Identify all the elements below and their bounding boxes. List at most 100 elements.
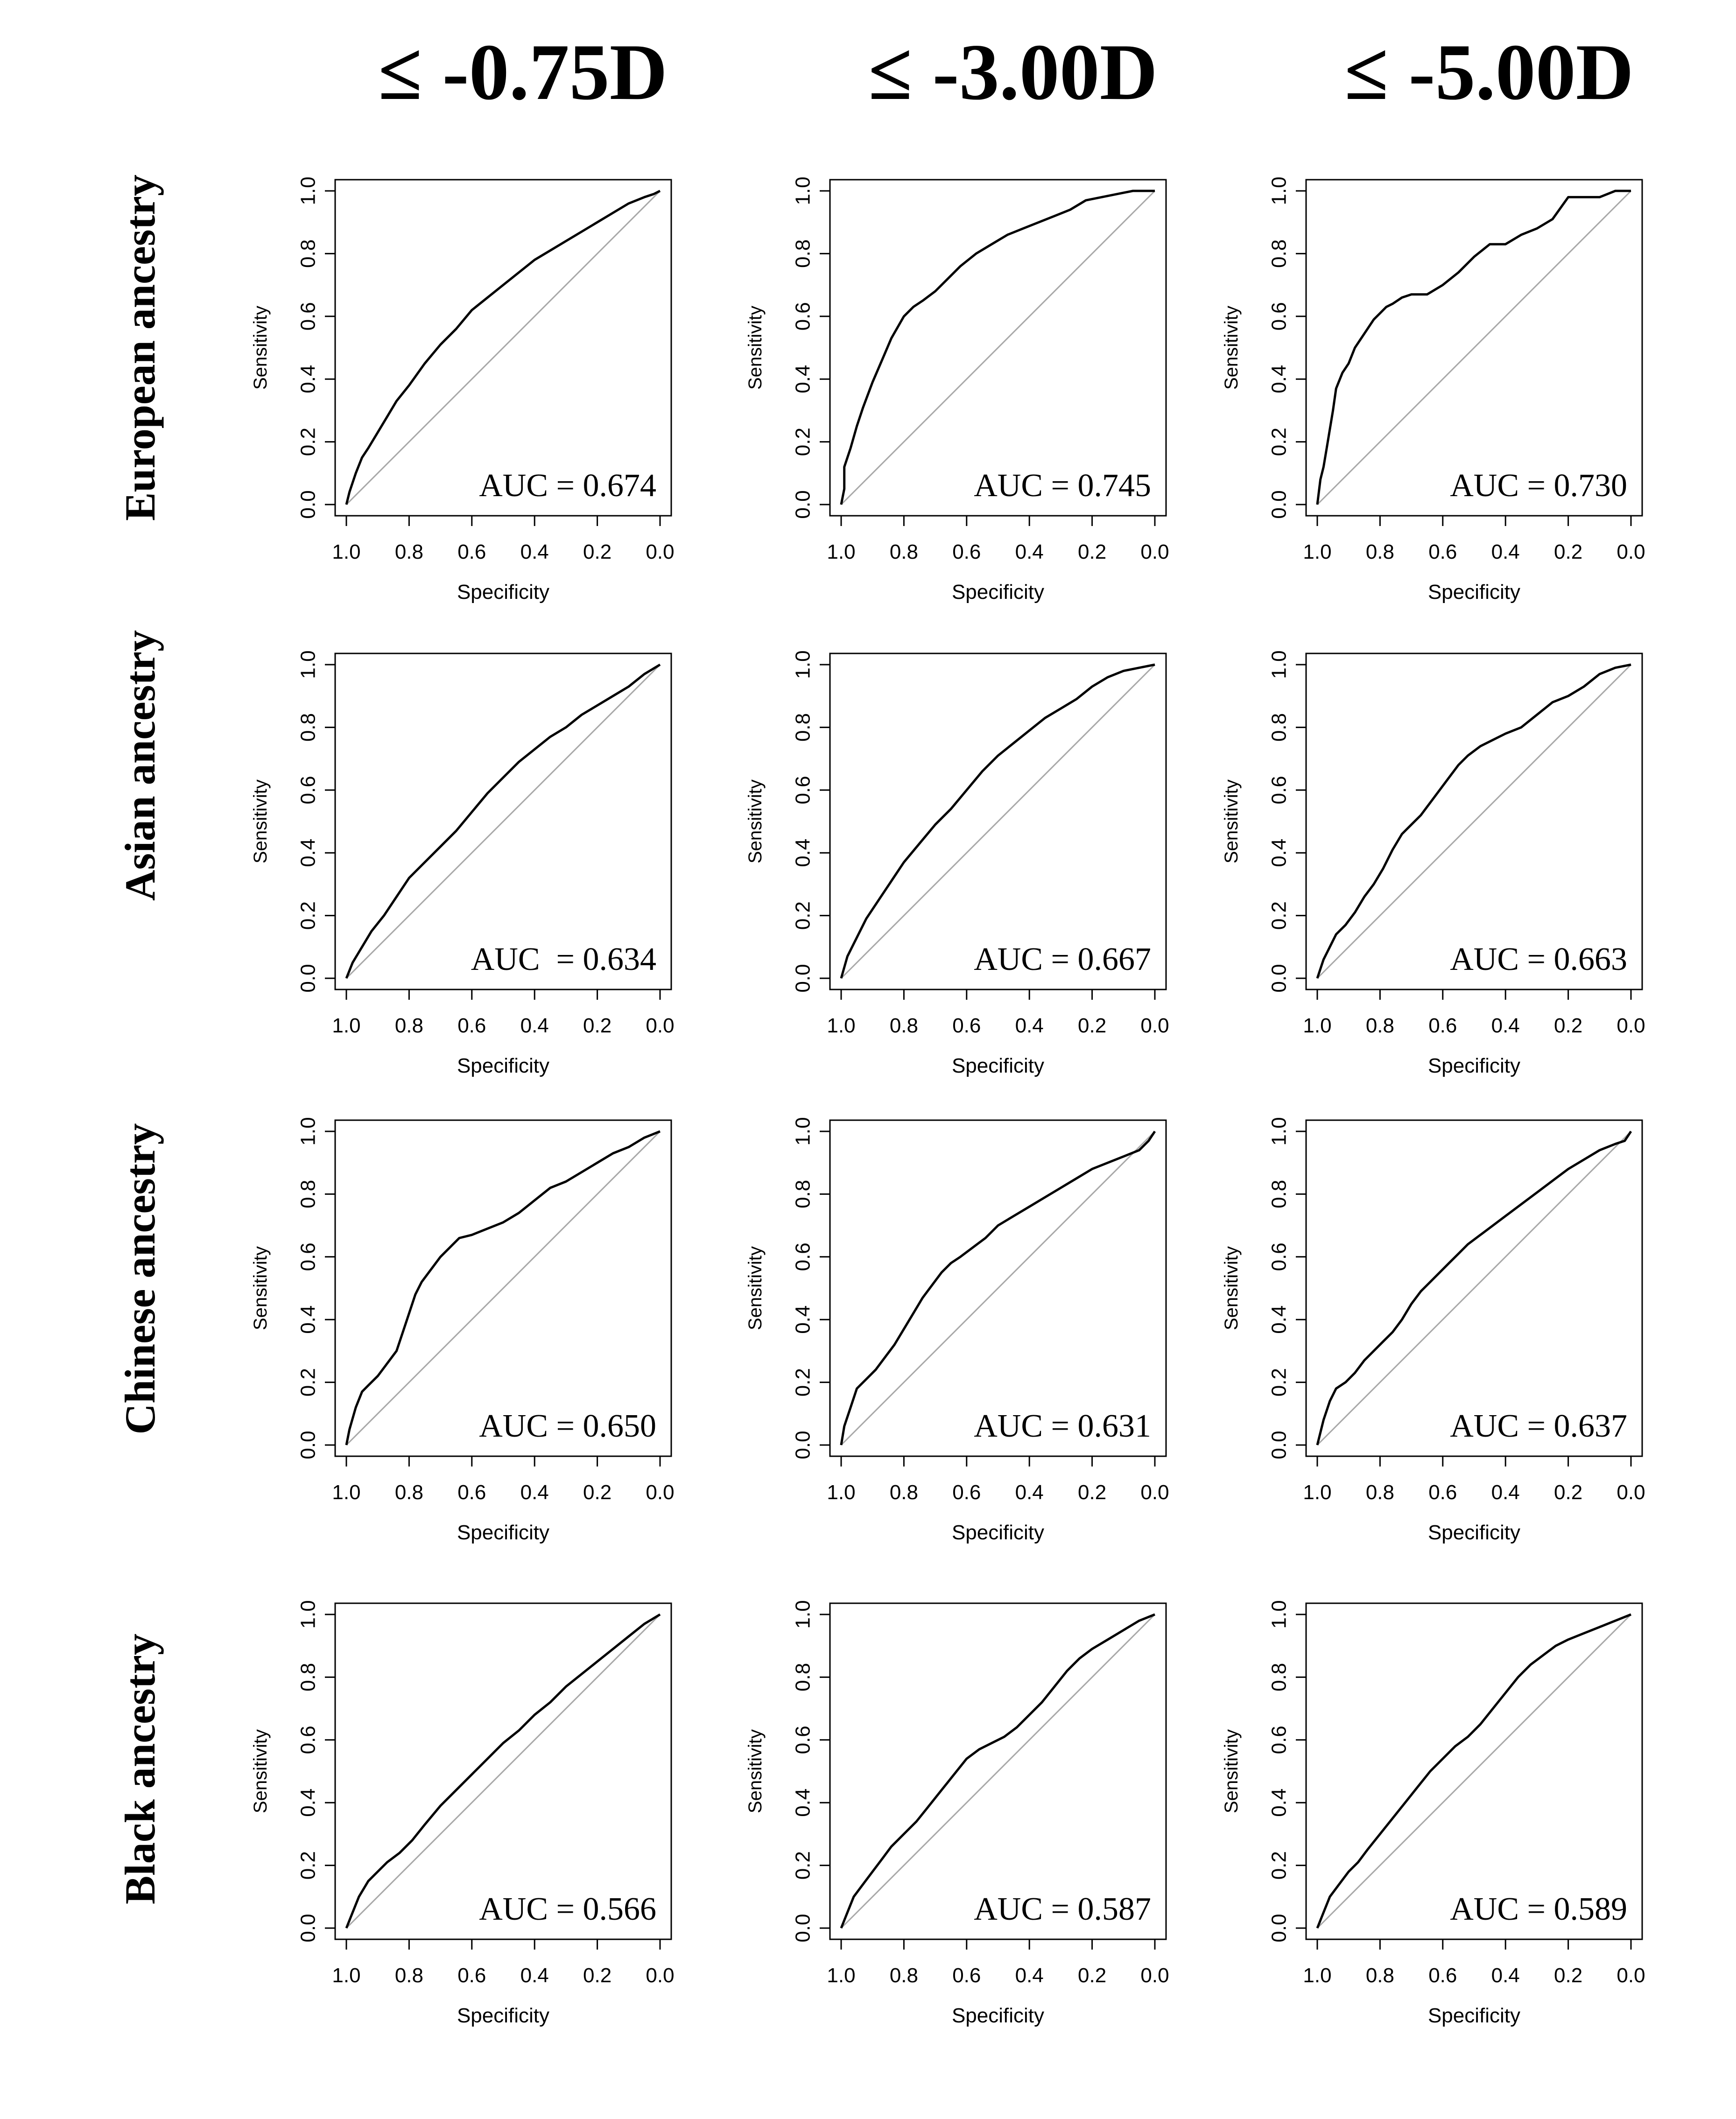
y-tick-label: 0.2 — [792, 428, 815, 456]
y-tick-label: 1.0 — [1268, 650, 1291, 679]
x-tick-label: 0.6 — [952, 1014, 981, 1037]
x-tick-label: 0.6 — [1428, 1014, 1457, 1037]
y-tick-label: 0.0 — [1268, 1431, 1291, 1459]
roc-curve — [345, 189, 661, 505]
y-tick-label: 1.0 — [297, 1117, 320, 1145]
roc-chart-svg: 1.0 0.8 0.6 0.4 0.2 0.0 0.0 0.2 0.4 0.6 0.8 1.0 Spec… — [1221, 1117, 1645, 1544]
roc-panel-asian-ancestry-1: 1.0 0.8 0.6 0.4 0.2 0.0 0.0 0.2 0.4 0.6 0.8 1.0 Spec… — [723, 644, 1189, 1111]
y-tick-label: 0.4 — [297, 839, 320, 867]
x-tick-label: 0.4 — [1015, 1964, 1044, 1987]
y-tick-label: 0.2 — [1268, 1851, 1291, 1880]
x-tick-label: 0.4 — [1015, 540, 1044, 563]
x-tick-label: 0.8 — [1366, 1014, 1394, 1037]
y-tick-label: 0.6 — [297, 1726, 320, 1754]
plot-frame — [1305, 179, 1643, 517]
y-tick-label: 1.0 — [792, 650, 815, 679]
x-tick-label: 0.6 — [1428, 1481, 1457, 1504]
x-tick-label: 0.8 — [395, 1481, 423, 1504]
x-tick-label: 0.4 — [520, 540, 549, 563]
y-axis-title: Sensitivity — [1221, 306, 1242, 390]
x-tick-label: 0.0 — [646, 1481, 674, 1504]
auc-annotation: AUC = 0.650 — [479, 1408, 656, 1444]
roc-curve — [840, 1130, 1156, 1445]
plot-frame — [334, 653, 672, 990]
roc-chart-svg: 1.0 0.8 0.6 0.4 0.2 0.0 0.0 0.2 0.4 0.6 0.8 1.0 Spec… — [250, 650, 675, 1077]
x-axis-title: Specificity — [457, 1521, 549, 1544]
y-axis-title: Sensitivity — [250, 1729, 271, 1813]
plot-frame — [1305, 653, 1643, 990]
y-tick-label: 1.0 — [1268, 1600, 1291, 1628]
x-tick-label: 0.2 — [583, 1964, 611, 1987]
x-tick-label: 1.0 — [827, 1964, 855, 1987]
x-tick-label: 0.0 — [1617, 1014, 1645, 1037]
x-axis-title: Specificity — [952, 581, 1044, 603]
column-header-5.00D: ≤ -5.00D — [1344, 28, 1634, 117]
reference-diagonal — [840, 1130, 1156, 1446]
y-tick-label: 0.4 — [1268, 1305, 1291, 1334]
y-axis-title: Sensitivity — [1221, 1729, 1242, 1813]
x-tick-label: 0.0 — [1140, 1964, 1169, 1987]
auc-annotation: AUC = 0.667 — [974, 941, 1151, 977]
x-tick-label: 1.0 — [827, 1014, 855, 1037]
y-tick-label: 0.6 — [297, 1242, 320, 1271]
x-tick-label: 0.6 — [457, 1964, 486, 1987]
x-tick-label: 0.8 — [890, 1481, 918, 1504]
x-tick-label: 0.4 — [520, 1481, 549, 1504]
x-tick-label: 0.6 — [1428, 1964, 1457, 1987]
roc-panel-european-ancestry-2: 1.0 0.8 0.6 0.4 0.2 0.0 0.0 0.2 0.4 0.6 0.8 1.0 Spec… — [1199, 170, 1666, 637]
y-axis-title: Sensitivity — [250, 779, 271, 863]
x-axis-title: Specificity — [457, 2004, 549, 2027]
y-tick-label: 0.2 — [1268, 428, 1291, 456]
x-tick-label: 0.2 — [1554, 1964, 1582, 1987]
x-tick-label: 0.4 — [1491, 540, 1520, 563]
roc-curve — [1316, 663, 1631, 979]
roc-chart-svg: 1.0 0.8 0.6 0.4 0.2 0.0 0.0 0.2 0.4 0.6 0.8 1.0 Spec… — [250, 1117, 675, 1544]
x-axis-title: Specificity — [457, 581, 549, 603]
y-tick-label: 0.8 — [1268, 239, 1291, 268]
y-tick-label: 0.4 — [297, 1789, 320, 1817]
roc-curve — [840, 663, 1155, 979]
auc-annotation: AUC = 0.587 — [974, 1891, 1151, 1927]
reference-diagonal — [345, 664, 661, 979]
x-tick-label: 0.6 — [952, 540, 981, 563]
row-label-black: Black ancestry — [116, 1633, 164, 1905]
roc-curve — [345, 663, 661, 979]
reference-diagonal — [840, 1614, 1156, 1929]
roc-curve — [345, 1613, 661, 1929]
x-tick-label: 1.0 — [827, 540, 855, 563]
column-header-0.75D: ≤ -0.75D — [378, 28, 668, 117]
auc-annotation: AUC = 0.631 — [974, 1408, 1151, 1444]
x-tick-label: 0.4 — [520, 1014, 549, 1037]
plot-frame — [334, 1119, 672, 1457]
x-tick-label: 1.0 — [332, 1014, 360, 1037]
x-tick-label: 1.0 — [332, 1481, 360, 1504]
x-tick-label: 0.4 — [1015, 1481, 1044, 1504]
reference-diagonal — [1316, 190, 1632, 505]
roc-chart-svg: 1.0 0.8 0.6 0.4 0.2 0.0 0.0 0.2 0.4 0.6 0.8 1.0 Spec… — [1221, 176, 1645, 603]
x-axis-title: Specificity — [952, 2004, 1044, 2027]
reference-diagonal — [1316, 1130, 1632, 1446]
y-tick-label: 0.2 — [297, 1851, 320, 1880]
y-tick-label: 0.4 — [792, 839, 815, 867]
y-tick-label: 0.8 — [297, 1180, 320, 1208]
auc-annotation: AUC = 0.674 — [479, 468, 656, 504]
y-axis-title: Sensitivity — [1221, 1246, 1242, 1330]
y-tick-label: 0.4 — [1268, 365, 1291, 393]
y-tick-label: 0.6 — [1268, 1726, 1291, 1754]
reference-diagonal — [345, 190, 661, 505]
roc-curve — [1316, 1130, 1632, 1445]
auc-annotation: AUC = 0.589 — [1450, 1891, 1627, 1927]
x-tick-label: 0.0 — [1140, 540, 1169, 563]
roc-panel-black-ancestry-2: 1.0 0.8 0.6 0.4 0.2 0.0 0.0 0.2 0.4 0.6 0.8 1.0 Spec… — [1199, 1594, 1666, 2061]
y-tick-label: 0.2 — [1268, 901, 1291, 930]
y-tick-label: 0.6 — [1268, 302, 1291, 330]
roc-chart-svg: 1.0 0.8 0.6 0.4 0.2 0.0 0.0 0.2 0.4 0.6 0.8 1.0 Spec… — [1221, 650, 1645, 1077]
x-tick-label: 0.8 — [890, 540, 918, 563]
y-tick-label: 1.0 — [297, 176, 320, 205]
auc-annotation: AUC = 0.634 — [471, 941, 656, 977]
roc-chart-svg: 1.0 0.8 0.6 0.4 0.2 0.0 0.0 0.2 0.4 0.6 0.8 1.0 Spec… — [250, 1600, 675, 2027]
column-header-3.00D: ≤ -3.00D — [868, 28, 1158, 117]
y-tick-label: 0.2 — [297, 901, 320, 930]
roc-curve — [1316, 1613, 1631, 1929]
